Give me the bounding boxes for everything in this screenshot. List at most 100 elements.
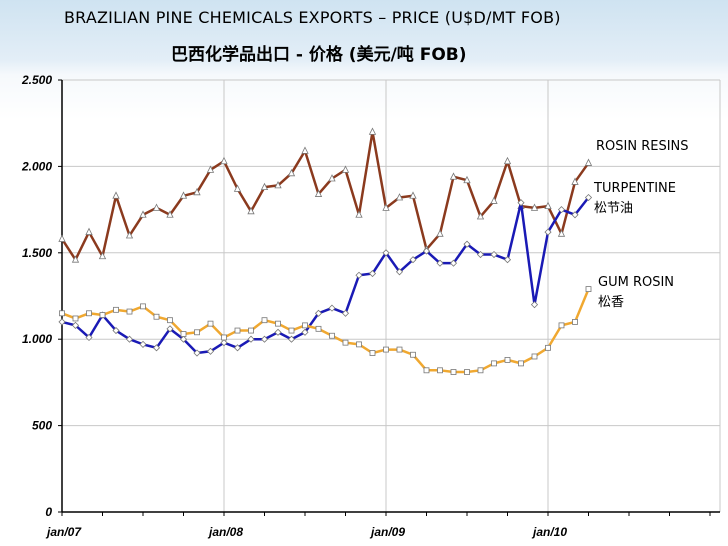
point-gum-rosin-23 (369, 350, 376, 356)
point-rosin-resins-17 (287, 168, 296, 177)
point-rosin-resins-4 (112, 191, 120, 199)
point-turpentine-2 (85, 333, 93, 342)
chart-subtitle: 巴西化学品出口 - 价格 (美元/吨 FOB) (171, 45, 467, 65)
point-gum-rosin-2 (86, 310, 92, 317)
point-gum-rosin-28 (437, 367, 443, 374)
point-gum-rosin-29 (450, 369, 457, 375)
point-rosin-resins-12 (220, 156, 228, 165)
point-gum-rosin-5 (126, 308, 133, 315)
point-gum-rosin-31 (477, 367, 484, 374)
series-label-turpentine-0: TURPENTINE (593, 181, 676, 196)
point-rosin-resins-10 (193, 187, 201, 196)
point-turpentine-29 (449, 259, 458, 267)
point-gum-rosin-36 (545, 344, 551, 351)
point-gum-rosin-20 (329, 332, 335, 339)
y-tick-label-0: 0 (45, 505, 52, 519)
series-line-rosin-resins (60, 130, 590, 261)
point-turpentine-4 (112, 326, 120, 335)
point-rosin-resins-11 (206, 165, 215, 173)
point-turpentine-17 (287, 335, 296, 343)
point-turpentine-25 (395, 268, 404, 276)
point-turpentine-9 (179, 335, 188, 343)
y-tick-label-3: 1.500 (22, 246, 52, 260)
x-axis-tick-labels: jan/07 jan/08 jan/09 jan/10 (45, 525, 567, 539)
point-gum-rosin-1 (72, 315, 79, 322)
point-turpentine-13 (233, 344, 242, 352)
point-rosin-resins-5 (125, 231, 134, 239)
point-turpentine-22 (355, 271, 363, 279)
x-tick-label-1: jan/08 (207, 525, 243, 539)
point-gum-rosin-11 (207, 320, 214, 327)
point-turpentine-18 (301, 328, 309, 336)
point-gum-rosin-35 (531, 353, 538, 360)
point-rosin-resins-21 (341, 165, 350, 173)
point-turpentine-5 (125, 335, 134, 343)
point-rosin-resins-20 (328, 174, 336, 182)
point-gum-rosin-21 (342, 339, 349, 346)
x-tick-label-3: jan/10 (531, 525, 567, 539)
point-rosin-resins-36 (544, 201, 552, 210)
point-gum-rosin-34 (518, 360, 524, 367)
point-rosin-resins-1 (71, 255, 80, 263)
point-gum-rosin-32 (491, 360, 497, 367)
point-gum-rosin-3 (99, 312, 106, 318)
point-gum-rosin-6 (140, 303, 146, 310)
point-rosin-resins-7 (152, 203, 161, 211)
point-gum-rosin-37 (558, 322, 565, 329)
point-turpentine-37 (557, 206, 566, 214)
point-rosin-resins-25 (395, 193, 404, 201)
point-turpentine-30 (463, 240, 471, 248)
point-gum-rosin-38 (572, 319, 578, 325)
point-gum-rosin-10 (194, 329, 200, 336)
point-gum-rosin-4 (113, 306, 119, 313)
chart-title: BRAZILIAN PINE CHEMICALS EXPORTS – PRICE… (64, 8, 561, 27)
point-turpentine-24 (382, 249, 390, 257)
point-gum-rosin-19 (315, 325, 322, 332)
point-turpentine-32 (490, 250, 498, 259)
point-rosin-resins-19 (314, 189, 323, 197)
series-turpentine (58, 193, 593, 357)
point-turpentine-11 (206, 347, 215, 355)
point-turpentine-1 (71, 321, 80, 329)
point-gum-rosin-0 (59, 310, 65, 317)
point-turpentine-19 (314, 309, 323, 317)
series-labels: ROSIN RESINS TURPENTINE 松节油 GUM ROSIN 松香 (593, 139, 689, 310)
point-turpentine-36 (544, 228, 552, 236)
point-rosin-resins-22 (355, 210, 363, 218)
point-turpentine-20 (328, 304, 336, 312)
series-line-gum-rosin (61, 288, 590, 374)
point-rosin-resins-18 (301, 146, 309, 154)
point-turpentine-15 (260, 335, 269, 343)
point-rosin-resins-33 (503, 156, 512, 165)
point-rosin-resins-38 (571, 177, 579, 185)
point-turpentine-0 (58, 318, 66, 326)
point-turpentine-8 (166, 325, 174, 333)
point-turpentine-28 (436, 259, 444, 267)
y-tick-label-4: 2.000 (21, 159, 52, 173)
series-line-turpentine (61, 196, 590, 355)
point-rosin-resins-32 (490, 196, 498, 204)
point-rosin-resins-35 (530, 203, 539, 211)
point-rosin-resins-24 (382, 203, 390, 211)
point-gum-rosin-9 (180, 331, 187, 337)
point-gum-rosin-15 (261, 317, 268, 324)
point-gum-rosin-7 (153, 313, 160, 320)
point-gum-rosin-14 (248, 327, 254, 334)
point-rosin-resins-2 (85, 227, 93, 235)
y-tick-label-1: 500 (32, 419, 52, 433)
series-rosin-resins (58, 127, 593, 263)
point-rosin-resins-13 (233, 184, 242, 192)
point-turpentine-6 (139, 340, 147, 348)
point-turpentine-33 (503, 256, 512, 264)
point-rosin-resins-3 (98, 251, 107, 260)
y-tick-label-2: 1.000 (22, 332, 52, 346)
series-label-gum-rosin-1: 松香 (598, 295, 624, 310)
series-gum-rosin (59, 286, 592, 375)
point-gum-rosin-25 (396, 346, 403, 353)
point-rosin-resins-29 (449, 172, 458, 180)
point-turpentine-21 (341, 309, 350, 317)
point-rosin-resins-15 (260, 182, 269, 191)
point-gum-rosin-33 (504, 357, 511, 363)
x-tick-label-0: jan/07 (45, 525, 82, 539)
